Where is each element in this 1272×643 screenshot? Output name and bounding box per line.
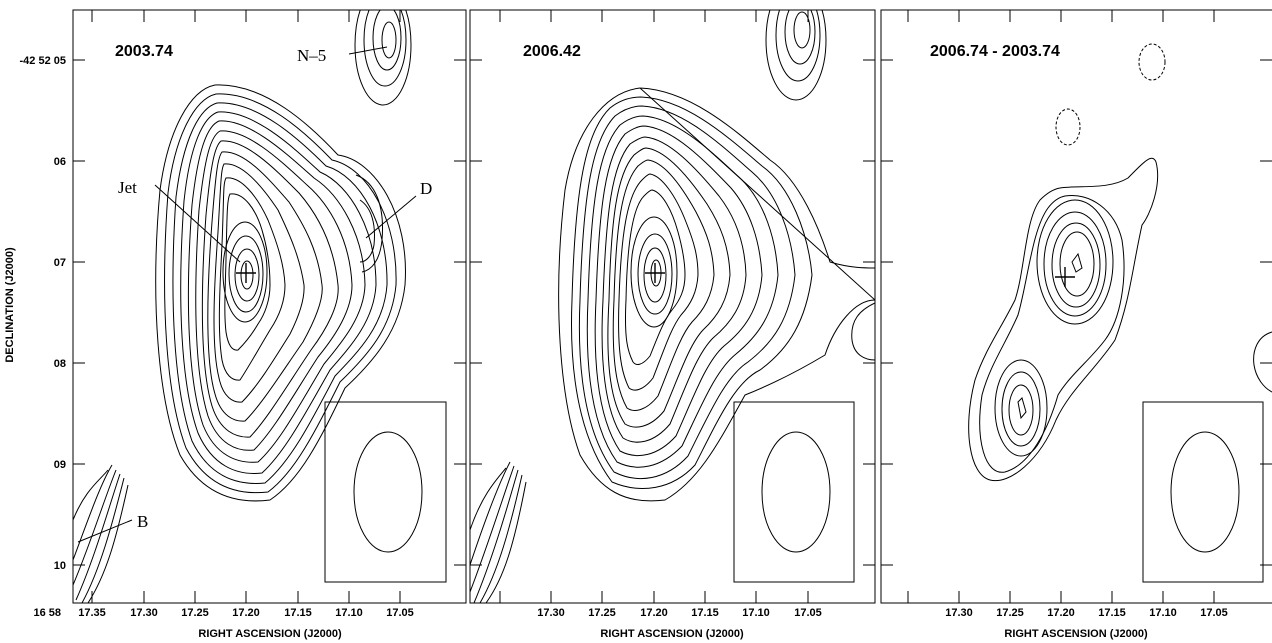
x-axis-title-panel-2: RIGHT ASCENSION (J2000) — [600, 628, 744, 640]
x-tick-label: 17.30 — [945, 607, 973, 619]
y-tick-label: 10 — [54, 560, 66, 572]
panel-3-frame — [880, 9, 1272, 604]
y-tick-label: 08 — [54, 358, 66, 370]
panel-2-beam-box — [733, 401, 855, 583]
x-tick-label: 17.20 — [232, 607, 260, 619]
panel-1-frame — [72, 9, 467, 604]
panel-3-beam-box — [1142, 401, 1264, 583]
panel-2-title: 2006.42 — [523, 43, 581, 60]
y-tick-label: -42 52 05 — [20, 55, 66, 67]
panel-2-beam-ellipse — [761, 431, 831, 553]
y-tick-label: 06 — [54, 156, 66, 168]
y-tick-label: 07 — [54, 257, 66, 269]
panel-3-title: 2006.74 - 2003.74 — [930, 43, 1060, 60]
panel-1-ticks — [73, 10, 466, 603]
x-axis-title-panel-1: RIGHT ASCENSION (J2000) — [198, 628, 342, 640]
x-tick-label: 17.10 — [335, 607, 363, 619]
x-tick-label: 17.30 — [537, 607, 565, 619]
leader-jet — [154, 184, 241, 263]
panel-3-cross — [1055, 267, 1075, 287]
x-tick-label: 17.10 — [742, 607, 770, 619]
x-tick-labels-panel-1: 16 58 17.35 17.30 17.25 17.20 17.15 17.1… — [33, 607, 413, 619]
panel-1-contours — [73, 10, 412, 603]
x-tick-prefix: 16 58 — [33, 607, 61, 619]
x-tick-label: 17.35 — [78, 607, 106, 619]
x-tick-label: 17.25 — [181, 607, 209, 619]
panel-3-beam-ellipse — [1170, 431, 1240, 553]
y-axis-title: DECLINATION (J2000) — [4, 247, 16, 363]
x-tick-label: 17.30 — [130, 607, 158, 619]
panel-2-ticks — [470, 10, 875, 603]
x-axis-title-panel-3: RIGHT ASCENSION (J2000) — [1004, 628, 1148, 640]
x-tick-label: 17.05 — [386, 607, 414, 619]
x-tick-label: 17.20 — [1047, 607, 1075, 619]
panel-2-contours — [470, 10, 875, 603]
label-jet: Jet — [118, 178, 137, 197]
x-tick-labels-panel-2: 17.30 17.25 17.20 17.15 17.10 17.05 — [537, 607, 822, 619]
panel-1: 2003.74 — [72, 9, 467, 604]
panel-1-beam-box — [324, 401, 447, 583]
panel-3: 2006.74 - 2003.74 — [880, 9, 1272, 604]
panel-2-cross — [645, 263, 665, 283]
x-tick-label: 17.20 — [640, 607, 668, 619]
x-tick-label: 17.10 — [1149, 607, 1177, 619]
panel-2-frame — [469, 9, 876, 604]
label-d: D — [420, 179, 432, 198]
x-tick-label: 17.15 — [284, 607, 312, 619]
leader-d — [365, 195, 417, 239]
x-tick-label: 17.15 — [1098, 607, 1126, 619]
x-tick-labels-panel-3: 17.30 17.25 17.20 17.15 17.10 17.05 — [945, 607, 1228, 619]
panel-3-ticks — [881, 10, 1272, 603]
y-tick-labels: -42 52 05 06 07 08 09 10 — [20, 55, 66, 572]
x-tick-label: 17.05 — [1200, 607, 1228, 619]
x-tick-label: 17.25 — [588, 607, 616, 619]
x-tick-label: 17.05 — [794, 607, 822, 619]
leader-b — [77, 519, 133, 543]
panel-3-contours — [968, 43, 1272, 482]
x-tick-label: 17.15 — [691, 607, 719, 619]
panel-1-beam-ellipse — [353, 431, 423, 553]
annotations: Jet D N–5 B — [77, 46, 432, 543]
panel-2: 2006.42 — [469, 9, 876, 604]
y-tick-label: 09 — [54, 459, 66, 471]
label-b: B — [137, 512, 148, 531]
panel-1-cross — [236, 263, 256, 283]
x-tick-label: 17.25 — [996, 607, 1024, 619]
leader-n5 — [348, 46, 388, 55]
panel-1-title: 2003.74 — [115, 43, 173, 60]
label-n5: N–5 — [297, 46, 326, 65]
